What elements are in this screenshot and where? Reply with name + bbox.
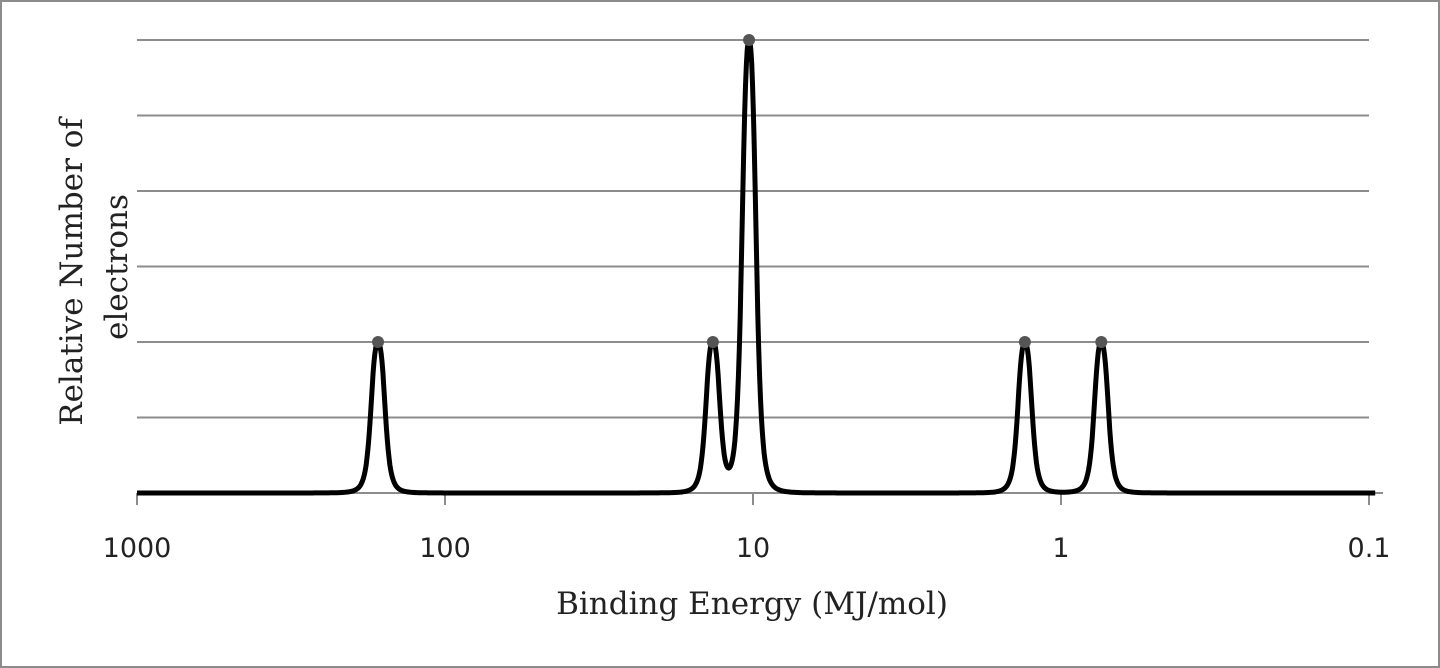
- peak-marker-5: [1095, 336, 1108, 348]
- spectrum-line: [135, 37, 1377, 496]
- x-tick-label-2: 100: [419, 533, 471, 564]
- x-tick-labels: 1000 100 10 1 0.1: [103, 533, 1391, 564]
- y-axis-title-line-1: Relative Number of: [54, 116, 90, 426]
- x-tick-label-1: 1000: [103, 533, 172, 564]
- series: [135, 34, 1377, 496]
- x-tick-label-3: 10: [736, 533, 770, 564]
- y-axis-title-line-2: electrons: [99, 194, 135, 340]
- x-tick-label-4: 1: [1052, 533, 1069, 564]
- peak-marker-2: [706, 336, 719, 348]
- x-axis-title: Binding Energy (MJ/mol): [556, 586, 948, 622]
- peak-marker-3: [743, 34, 756, 46]
- x-tick-label-5: 0.1: [1348, 533, 1391, 564]
- peak-marker-1: [372, 336, 385, 348]
- peak-marker-4: [1018, 336, 1031, 348]
- y-axis-title: Relative Number of electrons: [54, 108, 135, 426]
